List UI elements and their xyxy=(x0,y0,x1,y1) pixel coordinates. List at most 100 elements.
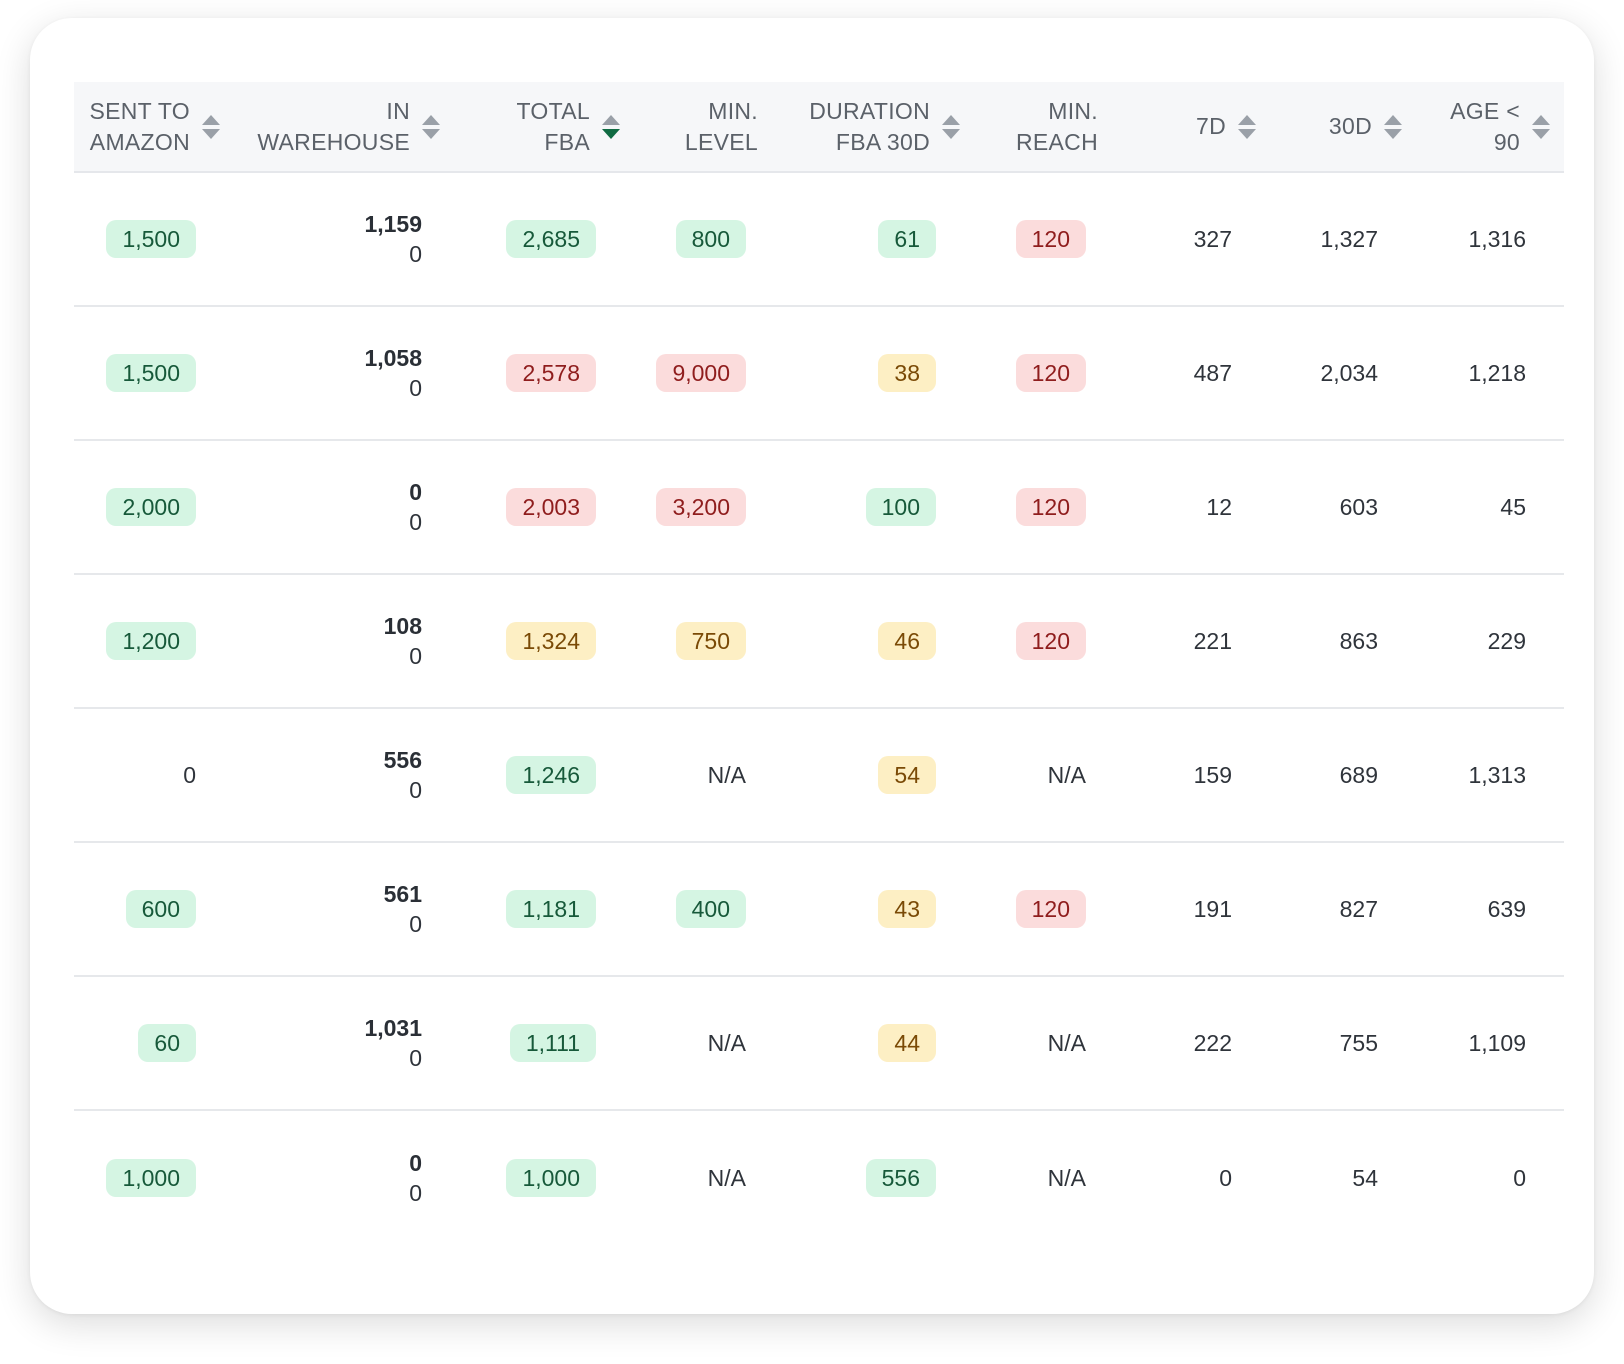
in-warehouse-sub-value: 0 xyxy=(409,911,422,937)
cell-7d: 221 xyxy=(1124,574,1270,709)
cell-min-level: 750 xyxy=(634,574,784,709)
cell-30d: 689 xyxy=(1270,708,1416,843)
cell-sent-to-amazon: 1,000 xyxy=(74,1110,234,1244)
sort-icon[interactable] xyxy=(422,114,440,139)
cell-7d: 12 xyxy=(1124,440,1270,575)
cell-30d: 54 xyxy=(1270,1110,1416,1244)
cell-value: 863 xyxy=(1339,628,1378,654)
cell-value: 229 xyxy=(1487,628,1526,654)
cell-value: 1,109 xyxy=(1468,1030,1526,1056)
cell-value: N/A xyxy=(1047,1164,1086,1191)
sort-icon[interactable] xyxy=(1532,114,1550,139)
cell-duration-fba-30d: 46 xyxy=(784,574,974,709)
cell-value: N/A xyxy=(1047,1030,1086,1056)
table-row[interactable]: 1,000 0 0 1,000 N/A 556 N/A 0 54 0 xyxy=(74,1110,1564,1244)
in-warehouse-value: 1,031 xyxy=(364,1015,422,1041)
in-warehouse-sub-value: 0 xyxy=(409,1045,422,1071)
cell-min-level: 9,000 xyxy=(634,306,784,441)
inventory-card: SENT TO AMAZON IN WAREHOUSE TOTAL FBA MIN. … xyxy=(30,18,1594,1314)
status-badge: 2,003 xyxy=(506,488,596,526)
cell-value: 159 xyxy=(1193,762,1232,788)
table-header-row: SENT TO AMAZON IN WAREHOUSE TOTAL FBA MIN. … xyxy=(74,82,1564,173)
sort-icon[interactable] xyxy=(1384,114,1402,139)
cell-age-lt-90: 1,313 xyxy=(1416,708,1564,843)
table-row[interactable]: 1,500 1,159 0 2,685 800 61 120 327 1,327 1,316 xyxy=(74,172,1564,307)
sort-icon[interactable] xyxy=(602,114,620,139)
cell-value: 689 xyxy=(1339,762,1378,788)
cell-total-fba: 2,685 xyxy=(454,172,634,307)
status-badge: 44 xyxy=(878,1024,936,1062)
cell-total-fba: 1,246 xyxy=(454,708,634,843)
status-badge: 600 xyxy=(125,890,196,928)
in-warehouse-value: 0 xyxy=(409,479,422,505)
cell-30d: 755 xyxy=(1270,976,1416,1111)
status-badge: 1,000 xyxy=(106,1158,196,1197)
cell-duration-fba-30d: 556 xyxy=(784,1110,974,1244)
cell-7d: 159 xyxy=(1124,708,1270,843)
cell-min-reach: N/A xyxy=(974,1110,1124,1244)
cell-duration-fba-30d: 54 xyxy=(784,708,974,843)
column-header-30d[interactable]: 30D xyxy=(1270,82,1416,173)
cell-min-level: 400 xyxy=(634,842,784,977)
sort-icon[interactable] xyxy=(202,114,220,139)
column-header-in-warehouse[interactable]: IN WAREHOUSE xyxy=(234,82,454,173)
status-badge: 2,000 xyxy=(106,488,196,526)
cell-30d: 1,327 xyxy=(1270,172,1416,307)
column-header-total-fba[interactable]: TOTAL FBA xyxy=(454,82,634,173)
table-row[interactable]: 0 556 0 1,246 N/A 54 N/A 159 689 1,313 xyxy=(74,708,1564,843)
cell-value: N/A xyxy=(707,762,746,788)
cell-7d: 222 xyxy=(1124,976,1270,1111)
column-label: DURATION FBA 30D xyxy=(809,97,930,155)
column-label: TOTAL FBA xyxy=(516,97,590,155)
column-label: MIN. REACH xyxy=(1015,97,1098,155)
status-badge: 1,200 xyxy=(106,622,196,660)
table-row[interactable]: 600 561 0 1,181 400 43 120 191 827 639 xyxy=(74,842,1564,977)
column-header-min-level: MIN. LEVEL xyxy=(634,82,784,173)
cell-age-lt-90: 1,109 xyxy=(1416,976,1564,1111)
table-row[interactable]: 2,000 0 0 2,003 3,200 100 120 12 603 45 xyxy=(74,440,1564,575)
cell-min-level: 3,200 xyxy=(634,440,784,575)
sort-icon[interactable] xyxy=(942,114,960,139)
cell-value: 755 xyxy=(1339,1030,1378,1056)
column-header-duration-fba-30d[interactable]: DURATION FBA 30D xyxy=(784,82,974,173)
cell-sent-to-amazon: 1,500 xyxy=(74,306,234,441)
status-badge: 750 xyxy=(675,622,746,660)
status-badge: 1,181 xyxy=(506,890,596,928)
in-warehouse-sub-value: 0 xyxy=(409,777,422,803)
cell-in-warehouse: 1,058 0 xyxy=(234,306,454,441)
in-warehouse-value: 0 xyxy=(409,1149,422,1176)
cell-min-reach: N/A xyxy=(974,708,1124,843)
column-label: IN WAREHOUSE xyxy=(257,97,410,155)
cell-min-level: 800 xyxy=(634,172,784,307)
table-row[interactable]: 1,500 1,058 0 2,578 9,000 38 120 487 2,034 1,218 xyxy=(74,306,1564,441)
cell-value: 0 xyxy=(183,762,196,788)
status-badge: 556 xyxy=(865,1158,936,1197)
cell-value: 0 xyxy=(1513,1164,1526,1191)
column-label: 30D xyxy=(1328,113,1372,139)
column-header-age-lt-90[interactable]: AGE < 90 xyxy=(1416,82,1564,173)
cell-min-reach: 120 xyxy=(974,172,1124,307)
status-badge: 9,000 xyxy=(656,354,746,392)
cell-total-fba: 1,000 xyxy=(454,1110,634,1244)
status-badge: 1,324 xyxy=(506,622,596,660)
cell-value: 327 xyxy=(1193,226,1232,252)
status-badge: 120 xyxy=(1015,488,1086,526)
cell-30d: 827 xyxy=(1270,842,1416,977)
cell-min-reach: 120 xyxy=(974,440,1124,575)
cell-value: 827 xyxy=(1339,896,1378,922)
in-warehouse-value: 561 xyxy=(383,881,422,907)
cell-value: 639 xyxy=(1487,896,1526,922)
status-badge: 120 xyxy=(1015,622,1086,660)
cell-value: 12 xyxy=(1206,494,1232,520)
table-row[interactable]: 60 1,031 0 1,111 N/A 44 N/A 222 755 1,109 xyxy=(74,976,1564,1111)
cell-min-level: N/A xyxy=(634,1110,784,1244)
status-badge: 61 xyxy=(878,220,936,258)
cell-sent-to-amazon: 600 xyxy=(74,842,234,977)
sort-icon[interactable] xyxy=(1238,114,1256,139)
in-warehouse-sub-value: 0 xyxy=(409,509,422,535)
table-row[interactable]: 1,200 108 0 1,324 750 46 120 221 863 229 xyxy=(74,574,1564,709)
column-header-7d[interactable]: 7D xyxy=(1124,82,1270,173)
column-header-sent-to-amazon[interactable]: SENT TO AMAZON xyxy=(74,82,234,173)
cell-7d: 0 xyxy=(1124,1110,1270,1244)
cell-value: 1,313 xyxy=(1468,762,1526,788)
